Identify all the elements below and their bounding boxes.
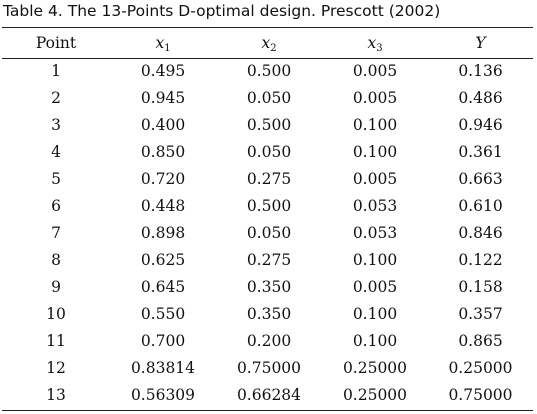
cell-x1: 0.400 — [140, 116, 186, 134]
cell-x1: 0.495 — [140, 62, 186, 80]
cell-x1: 0.700 — [140, 332, 186, 350]
header-point: Point — [35, 34, 77, 52]
header-x3: x3 — [322, 28, 428, 58]
cell-y: 0.663 — [458, 170, 503, 188]
header-x3-sub: 3 — [376, 43, 383, 54]
cell-x2: 0.275 — [246, 251, 292, 269]
table-bottom-rule — [2, 410, 533, 411]
cell-x1: 0.550 — [140, 305, 186, 323]
cell-x1: 0.645 — [140, 278, 186, 296]
cell-y: 0.122 — [458, 251, 503, 269]
cell-x1: 0.898 — [140, 224, 186, 242]
cell-x2: 0.275 — [246, 170, 292, 188]
header-x2-base: x — [261, 34, 271, 52]
cell-x2: 0.050 — [246, 143, 292, 161]
cell-point: 9 — [51, 278, 61, 296]
cell-x1: 0.945 — [140, 89, 186, 107]
table-row: 12 0.83814 0.75000 0.25000 0.25000 — [2, 355, 533, 382]
cell-y: 0.361 — [458, 143, 503, 161]
cell-point: 8 — [51, 251, 61, 269]
table-row: 11 0.700 0.200 0.100 0.865 — [2, 328, 533, 355]
cell-point: 4 — [51, 143, 61, 161]
design-table: Point x1 x2 x3 Y 1 0.495 0.500 0.005 0.136 2 0… — [2, 28, 533, 409]
cell-point: 13 — [46, 386, 66, 404]
cell-x2: 0.050 — [246, 89, 292, 107]
cell-x3: 0.100 — [352, 143, 398, 161]
header-x2: x2 — [216, 28, 322, 58]
cell-y: 0.486 — [458, 89, 503, 107]
table-row: 1 0.495 0.500 0.005 0.136 — [2, 58, 533, 85]
cell-x3: 0.005 — [352, 89, 398, 107]
cell-y: 0.846 — [458, 224, 503, 242]
cell-x2: 0.500 — [246, 197, 292, 215]
header-y: Y — [428, 28, 533, 58]
cell-y: 0.158 — [458, 278, 503, 296]
cell-x2: 0.350 — [246, 305, 292, 323]
cell-y: 0.865 — [458, 332, 503, 350]
cell-point: 3 — [51, 116, 61, 134]
table-caption: Table 4. The 13-Points D-optimal design.… — [3, 2, 441, 20]
cell-point: 7 — [51, 224, 61, 242]
header-x1-base: x — [155, 34, 165, 52]
cell-x2: 0.75000 — [236, 359, 302, 377]
table-header-rule — [2, 58, 533, 59]
cell-y: 0.946 — [458, 116, 503, 134]
cell-x3: 0.100 — [352, 251, 398, 269]
cell-x3: 0.005 — [352, 170, 398, 188]
cell-x1: 0.56309 — [130, 386, 196, 404]
cell-point: 5 — [51, 170, 61, 188]
cell-y: 0.136 — [458, 62, 503, 80]
header-x1-sub: 1 — [164, 43, 171, 54]
cell-y: 0.25000 — [448, 359, 513, 377]
cell-x1: 0.83814 — [130, 359, 196, 377]
table-row: 6 0.448 0.500 0.053 0.610 — [2, 193, 533, 220]
cell-y: 0.610 — [458, 197, 503, 215]
header-x2-sub: 2 — [270, 43, 277, 54]
cell-point: 2 — [51, 89, 61, 107]
table-row: 4 0.850 0.050 0.100 0.361 — [2, 139, 533, 166]
cell-point: 10 — [46, 305, 66, 323]
cell-x2: 0.500 — [246, 62, 292, 80]
table-row: 10 0.550 0.350 0.100 0.357 — [2, 301, 533, 328]
cell-x3: 0.100 — [352, 116, 398, 134]
header-x1: x1 — [110, 28, 216, 58]
cell-x1: 0.720 — [140, 170, 186, 188]
table-row: 9 0.645 0.350 0.005 0.158 — [2, 274, 533, 301]
cell-x1: 0.850 — [140, 143, 186, 161]
cell-point: 6 — [51, 197, 61, 215]
cell-x1: 0.448 — [140, 197, 186, 215]
header-row: Point x1 x2 x3 Y — [2, 28, 533, 58]
cell-x2: 0.200 — [246, 332, 292, 350]
cell-x1: 0.625 — [140, 251, 186, 269]
header-y-label: Y — [475, 34, 486, 52]
table-row: 3 0.400 0.500 0.100 0.946 — [2, 112, 533, 139]
cell-x3: 0.005 — [352, 278, 398, 296]
cell-x3: 0.005 — [352, 62, 398, 80]
cell-x2: 0.66284 — [236, 386, 302, 404]
table-body: 1 0.495 0.500 0.005 0.136 2 0.945 0.050 0.005 0.4… — [2, 58, 533, 409]
cell-x3: 0.053 — [352, 224, 398, 242]
table-row: 2 0.945 0.050 0.005 0.486 — [2, 85, 533, 112]
header-x3-base: x — [367, 34, 377, 52]
table-row: 7 0.898 0.050 0.053 0.846 — [2, 220, 533, 247]
cell-x3: 0.100 — [352, 305, 398, 323]
cell-x3: 0.25000 — [342, 386, 408, 404]
cell-x3: 0.053 — [352, 197, 398, 215]
cell-y: 0.357 — [458, 305, 503, 323]
table-top-rule — [2, 27, 533, 28]
table-row: 5 0.720 0.275 0.005 0.663 — [2, 166, 533, 193]
cell-x2: 0.050 — [246, 224, 292, 242]
cell-x2: 0.500 — [246, 116, 292, 134]
cell-point: 12 — [46, 359, 66, 377]
cell-point: 11 — [46, 332, 66, 350]
cell-point: 1 — [51, 62, 61, 80]
table-row: 13 0.56309 0.66284 0.25000 0.75000 — [2, 382, 533, 409]
cell-x2: 0.350 — [246, 278, 292, 296]
cell-x3: 0.25000 — [342, 359, 408, 377]
table-row: 8 0.625 0.275 0.100 0.122 — [2, 247, 533, 274]
cell-y: 0.75000 — [448, 386, 513, 404]
cell-x3: 0.100 — [352, 332, 398, 350]
